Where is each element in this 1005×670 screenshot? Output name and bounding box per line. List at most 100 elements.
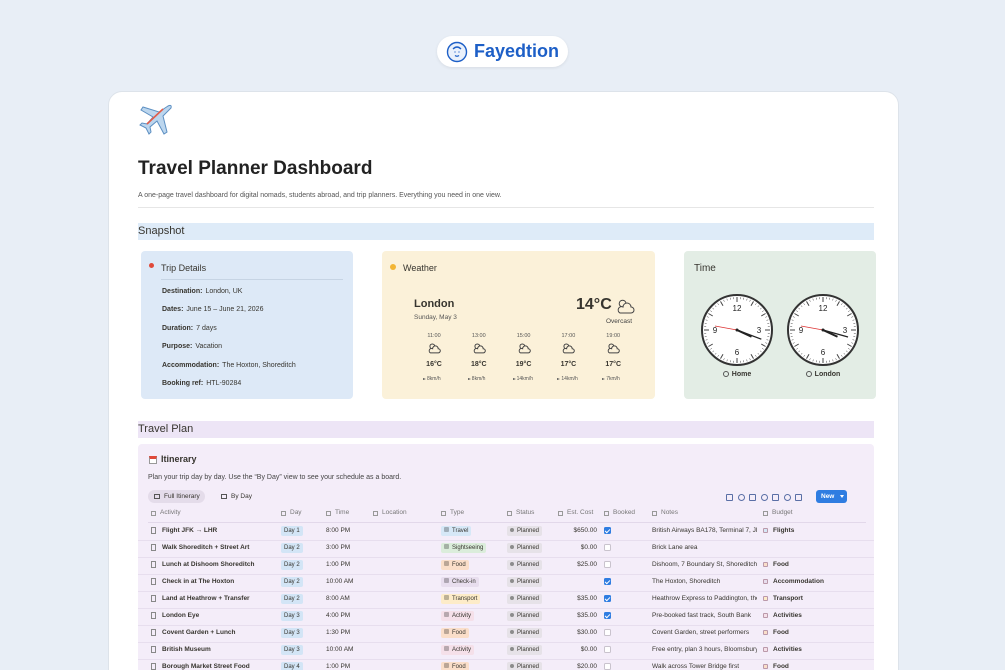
- status-tag: Planned: [507, 542, 543, 553]
- clock-tick: [755, 354, 757, 357]
- clock-tick: [792, 316, 795, 318]
- toolbar-icon[interactable]: [726, 494, 733, 501]
- clock-tick: [835, 358, 837, 361]
- table-row[interactable]: London Eye Day 3 4:00 PM Activity Planned $35…: [138, 608, 874, 626]
- status-tag: Planned: [507, 627, 543, 638]
- table-row[interactable]: Covent Garden + Lunch Day 3 1:30 PM Food Pla…: [138, 625, 874, 643]
- table-row[interactable]: Walk Shoreditch + Street Art Day 2 3:00 PM…: [138, 540, 874, 558]
- plane-body: [139, 104, 172, 135]
- column-icon: [507, 511, 512, 516]
- clock-tick: [806, 301, 810, 307]
- column-icon: [558, 511, 563, 516]
- toolbar-icon[interactable]: [795, 494, 802, 501]
- clock-tick: [761, 310, 764, 312]
- booked-checkbox[interactable]: [604, 612, 611, 619]
- clock-tick: [806, 353, 810, 359]
- status-dot: [510, 561, 514, 566]
- clock-tick: [749, 358, 751, 361]
- toolbar-icon[interactable]: [737, 494, 745, 501]
- table-row[interactable]: Lunch at Dishoom Shoreditch Day 2 1:00 PM F…: [138, 557, 874, 575]
- hourly-temp: 17°C: [605, 361, 621, 368]
- tab-icon: [221, 493, 227, 499]
- status-label: Planned: [517, 629, 540, 636]
- booked-checkbox[interactable]: [604, 663, 611, 670]
- clock-tick: [765, 316, 768, 318]
- minute-hand: [822, 329, 849, 338]
- field-value: The Hoxton, Shoreditch: [222, 361, 296, 369]
- booked-checkbox[interactable]: [604, 578, 611, 585]
- booked-checkbox[interactable]: [604, 561, 611, 568]
- icon-cloud: [617, 302, 635, 314]
- time-cell: 4:00 PM: [326, 612, 351, 619]
- clock-tick: [760, 313, 766, 317]
- booked-checkbox[interactable]: [604, 629, 611, 636]
- clock-tick: [705, 339, 708, 341]
- type-icon: [444, 646, 449, 651]
- clock-tick: [800, 305, 803, 308]
- clock-tick: [843, 352, 846, 355]
- column-header: Budget: [772, 509, 793, 516]
- status-label: Planned: [517, 612, 540, 619]
- clock-tick: [843, 305, 846, 308]
- clock-tick: [841, 303, 843, 306]
- field-value: Vacation: [195, 343, 223, 351]
- view-tab[interactable]: Full Itinerary: [148, 490, 205, 503]
- status-tag: Planned: [507, 661, 543, 670]
- itinerary-panel: Itinerary Plan your trip day by day. Use …: [138, 444, 874, 670]
- view-tab[interactable]: By Day: [215, 490, 257, 503]
- icon-cloud: [428, 345, 441, 354]
- clock-tick: [809, 299, 811, 302]
- table-row[interactable]: Check in at The Hoxton Day 2 10:00 AM Check…: [138, 574, 874, 592]
- type-tag: Food: [441, 661, 469, 670]
- column-header: Notes: [661, 509, 678, 516]
- page-icon-small: [151, 578, 156, 585]
- clock-tick: [812, 359, 814, 362]
- status-tag: Planned: [507, 610, 543, 621]
- cost-cell: $25.00: [577, 561, 597, 568]
- tab-label: By Day: [231, 493, 252, 500]
- weather-icon: [607, 343, 620, 354]
- budget-cell: Flights: [773, 527, 795, 534]
- clock-tick: [757, 305, 760, 308]
- column-icon: [604, 511, 609, 516]
- clock-tick: [708, 343, 714, 347]
- toolbar-icon[interactable]: [783, 494, 791, 501]
- booked-checkbox[interactable]: [604, 646, 611, 653]
- booked-checkbox[interactable]: [604, 595, 611, 602]
- new-button[interactable]: New: [816, 490, 847, 503]
- type-tag: Activity: [441, 644, 475, 655]
- activity-name: Flight JFK → LHR: [162, 527, 218, 534]
- column-icon: [652, 511, 657, 516]
- clock-center: [735, 328, 739, 332]
- clock-tick: [766, 339, 769, 341]
- clock-tick: [836, 353, 840, 359]
- booked-checkbox[interactable]: [604, 527, 611, 534]
- card-title: Trip Details: [161, 263, 207, 273]
- toolbar-icon[interactable]: [772, 494, 779, 501]
- hourly-temp: 17°C: [560, 361, 577, 368]
- hourly-time: 11:00: [427, 333, 441, 339]
- table-row[interactable]: British Museum Day 3 10:00 AM Activity Plann…: [138, 642, 874, 660]
- table-row[interactable]: Flight JFK → LHR Day 1 8:00 PM Travel Planne…: [138, 523, 874, 541]
- budget-icon: [763, 528, 768, 533]
- new-button-label: New: [821, 493, 835, 500]
- type-label: Activity: [452, 646, 472, 653]
- tab-label: Full Itinerary: [164, 493, 200, 500]
- clock-tick: [761, 348, 764, 350]
- clock-tick: [712, 307, 715, 310]
- clock-tick: [746, 298, 748, 301]
- hourly-wind: 7km/h: [602, 376, 620, 382]
- booked-checkbox[interactable]: [604, 544, 611, 551]
- toolbar-icon[interactable]: [749, 494, 756, 501]
- toolbar-icon[interactable]: [760, 494, 768, 501]
- time-cell: 1:00 PM: [326, 663, 351, 670]
- table-row[interactable]: Land at Heathrow + Transfer Day 2 8:00 AM T…: [138, 591, 874, 609]
- activity-name: Walk Shoreditch + Street Art: [162, 544, 250, 551]
- activity-name: Land at Heathrow + Transfer: [162, 595, 250, 602]
- wind-speed: 8km/h: [471, 376, 486, 382]
- card-title: Weather: [403, 263, 437, 273]
- clock-tick: [755, 303, 757, 306]
- table-row[interactable]: Borough Market Street Food Day 4 1:00 PM Fo…: [138, 659, 874, 670]
- notes-cell: The Hoxton, Shoreditch: [652, 578, 721, 585]
- day-tag: Day 2: [281, 593, 303, 604]
